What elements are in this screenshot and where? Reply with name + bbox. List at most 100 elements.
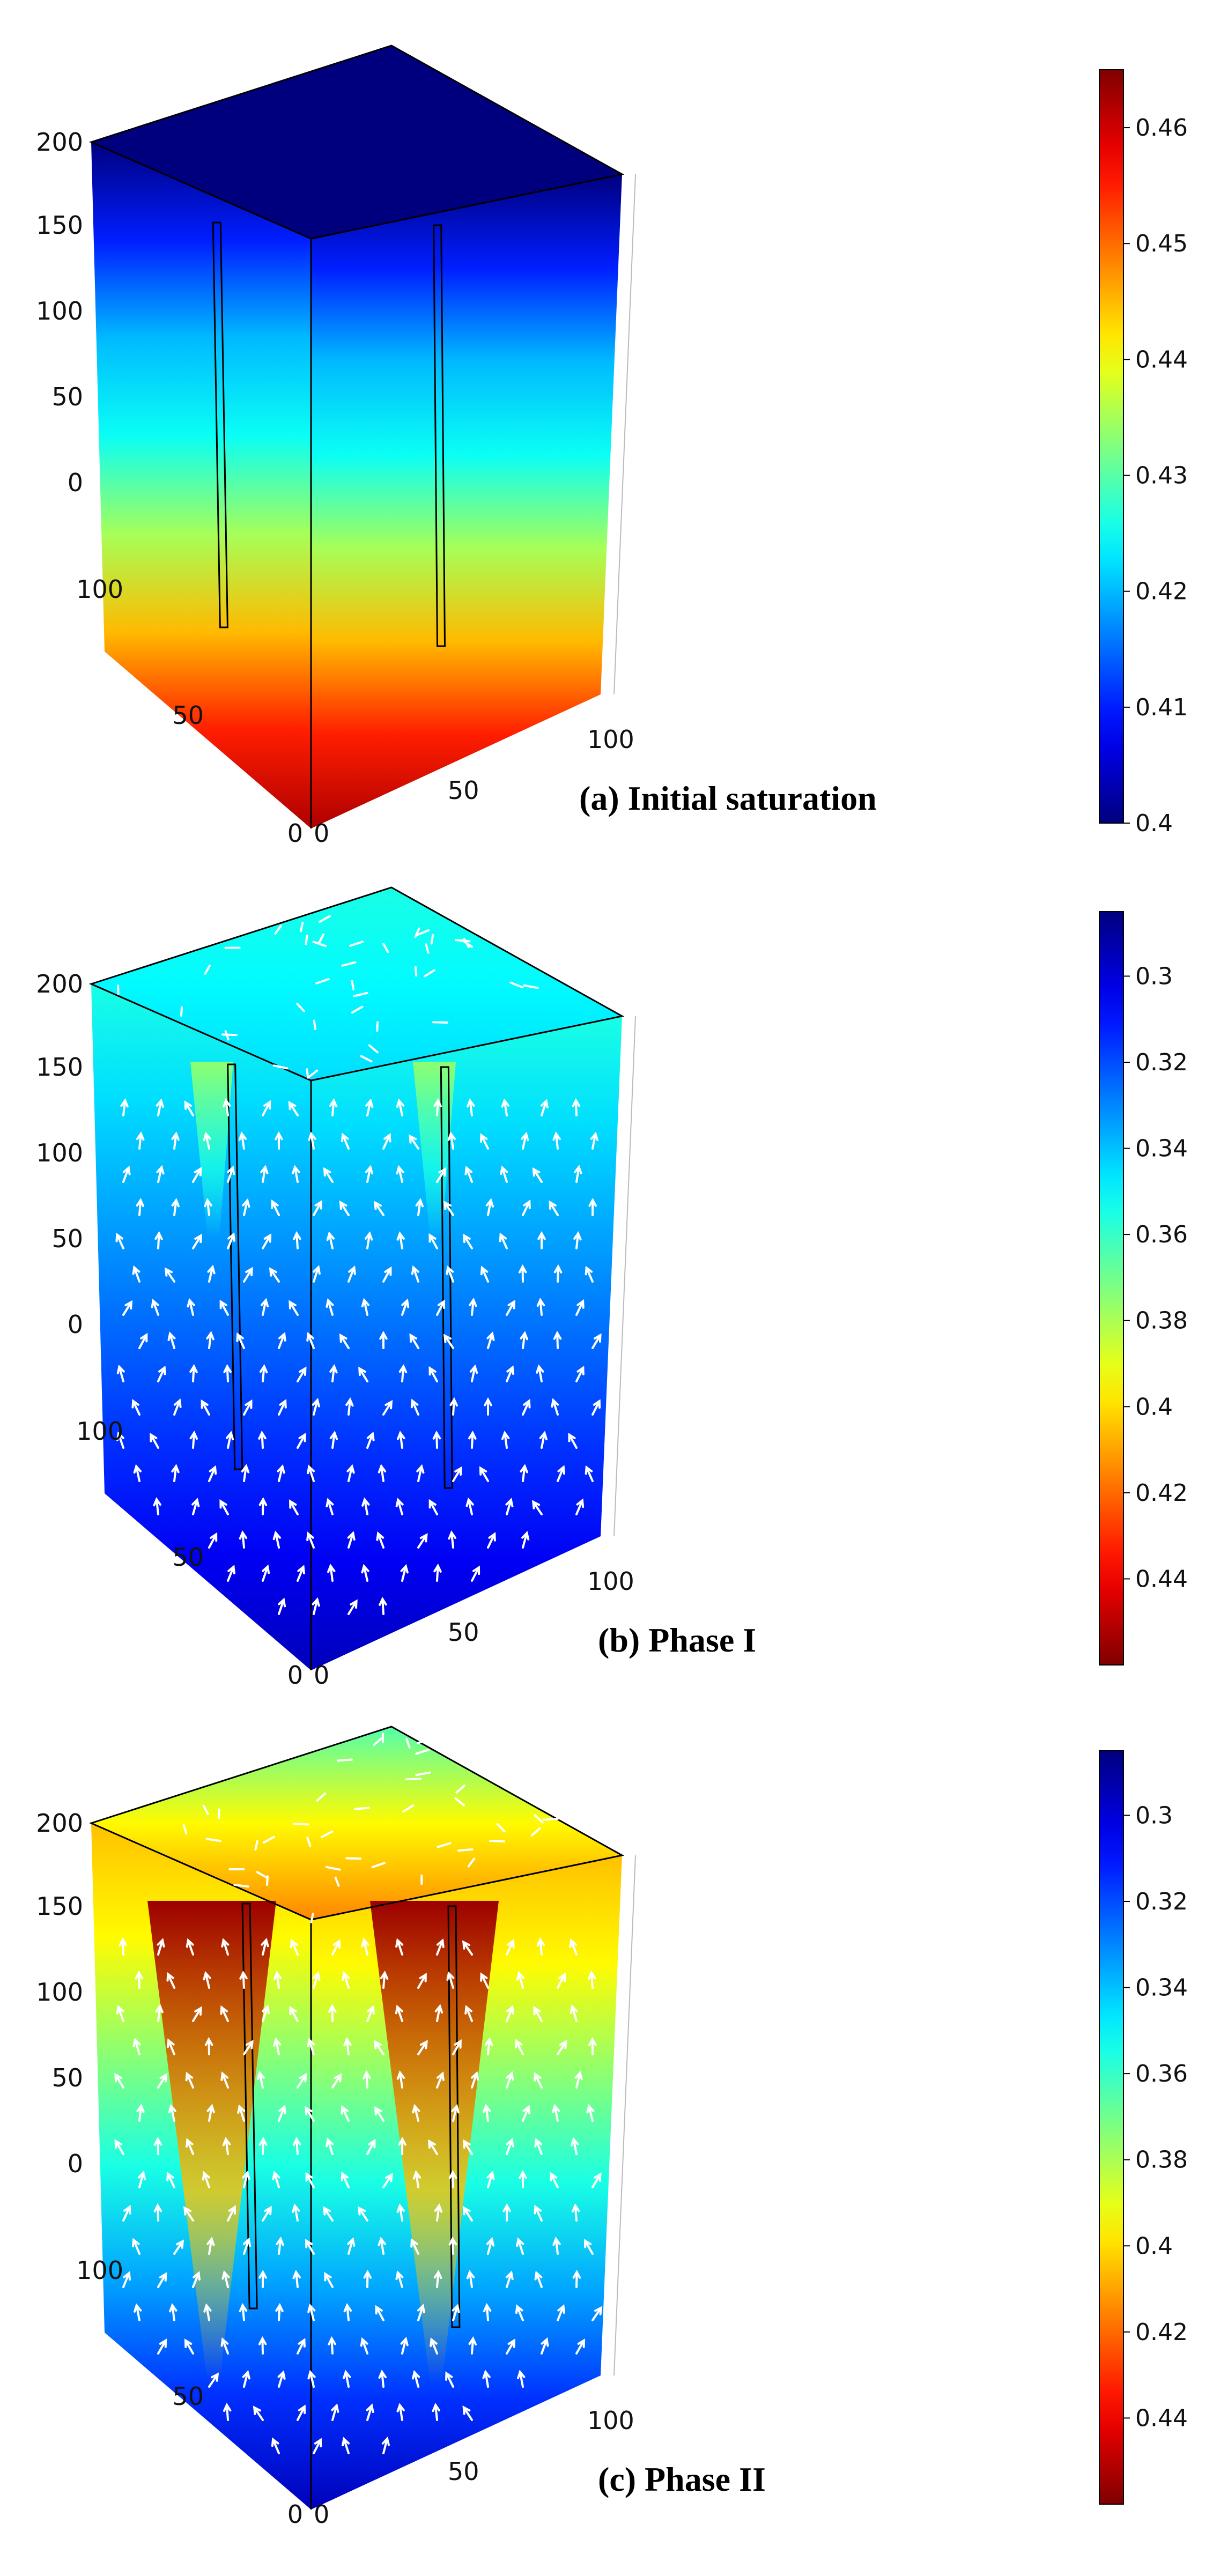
velocity-arrowhead bbox=[203, 1131, 211, 1142]
velocity-arrowhead bbox=[484, 1397, 492, 1407]
velocity-arrow bbox=[243, 2238, 250, 2255]
velocity-arrow bbox=[374, 2040, 385, 2055]
velocity-arrowhead bbox=[124, 1300, 133, 1310]
velocity-arrowhead bbox=[569, 1938, 578, 1948]
velocity-arrowhead bbox=[153, 2203, 162, 2212]
velocity-arrow bbox=[539, 1938, 543, 1956]
velocity-arrowhead bbox=[583, 2239, 592, 2248]
velocity-arrowhead bbox=[464, 2005, 472, 2015]
velocity-arrowhead bbox=[576, 1299, 585, 1309]
velocity-arrowhead bbox=[541, 2337, 549, 2347]
velocity-arrowhead bbox=[396, 2070, 405, 2080]
velocity-arrowhead bbox=[347, 1531, 356, 1541]
velocity-arrow bbox=[288, 1101, 299, 1116]
velocity-arrow bbox=[411, 1400, 419, 1416]
velocity-arrow bbox=[323, 2207, 334, 2222]
velocity-arrowhead bbox=[183, 2206, 192, 2216]
velocity-arrowhead bbox=[375, 2305, 383, 2315]
velocity-arrowhead bbox=[454, 2039, 462, 2049]
velocity-arrowhead bbox=[482, 2370, 491, 2379]
box-face-right bbox=[311, 1016, 622, 1670]
velocity-arrow bbox=[522, 1332, 526, 1349]
velocity-arrowhead bbox=[395, 2270, 404, 2280]
velocity-arrow bbox=[331, 1099, 335, 1116]
velocity-arrowhead bbox=[306, 1332, 314, 1342]
velocity-arrow bbox=[327, 1499, 334, 1515]
velocity-arrowhead bbox=[260, 1165, 269, 1174]
velocity-arrowhead bbox=[590, 1131, 599, 1141]
velocity-arrow bbox=[487, 2172, 494, 2188]
velocity-arrow bbox=[471, 2337, 475, 2355]
colorbar: 0.46 0.45 0.44 0.43 0.42 0.41 0.4 bbox=[1099, 69, 1188, 837]
velocity-arrow bbox=[443, 1334, 454, 1349]
colorbar: 0.44 0.42 0.4 0.38 0.36 0.34 0.32 0.3 bbox=[1099, 911, 1188, 1665]
velocity-arrowhead bbox=[485, 2037, 493, 2047]
velocity-arrowhead bbox=[277, 1464, 285, 1474]
velocity-arrowhead bbox=[171, 1464, 180, 1474]
velocity-arrow bbox=[275, 1531, 280, 1549]
velocity-arrowhead bbox=[361, 1497, 370, 1507]
velocity-arrowhead bbox=[588, 2037, 597, 2046]
velocity-arrow bbox=[434, 2404, 438, 2421]
velocity-arrow bbox=[382, 1134, 391, 1150]
velocity-arrow bbox=[278, 2105, 286, 2122]
velocity-arrow bbox=[309, 2304, 315, 2321]
velocity-arrow bbox=[479, 1467, 489, 1482]
velocity-arrowhead bbox=[396, 1231, 405, 1241]
velocity-arrowhead bbox=[506, 2071, 514, 2081]
velocity-arrow bbox=[557, 2305, 565, 2321]
x-tick-label: 50 bbox=[448, 1618, 479, 1647]
velocity-arrowhead bbox=[293, 1231, 301, 1240]
velocity-arrowhead bbox=[209, 1465, 217, 1475]
velocity-arrow bbox=[436, 1300, 445, 1316]
velocity-arrowhead bbox=[376, 1531, 385, 1541]
velocity-arrowhead bbox=[415, 1198, 424, 1208]
velocity-arrow bbox=[118, 1366, 124, 1382]
velocity-arrow bbox=[305, 2107, 315, 2122]
velocity-arrow bbox=[295, 2271, 299, 2288]
velocity-arrow bbox=[227, 1432, 232, 1449]
velocity-arrowhead bbox=[312, 1971, 321, 1981]
velocity-arrow bbox=[347, 1266, 356, 1283]
velocity-arrow bbox=[363, 1565, 368, 1582]
velocity-arrow bbox=[343, 2438, 350, 2454]
velocity-arrow bbox=[274, 924, 282, 935]
velocity-arrow bbox=[368, 1044, 379, 1054]
velocity-arrow bbox=[324, 2272, 334, 2288]
velocity-arrowhead bbox=[551, 1398, 559, 1408]
velocity-arrow bbox=[506, 2005, 514, 2022]
velocity-arrowhead bbox=[193, 2271, 201, 2281]
velocity-arrowhead bbox=[378, 1464, 387, 1474]
velocity-arrow bbox=[591, 2173, 602, 2188]
velocity-arrow bbox=[480, 1267, 489, 1283]
velocity-arrow bbox=[202, 1804, 209, 1815]
velocity-arrowhead bbox=[400, 1564, 409, 1574]
velocity-arrow bbox=[588, 2105, 594, 2122]
velocity-arrow bbox=[167, 1973, 175, 1989]
velocity-arrow bbox=[347, 1532, 354, 1549]
velocity-arrow bbox=[225, 2404, 229, 2421]
velocity-arrowhead bbox=[594, 2306, 603, 2315]
velocity-arrow bbox=[346, 2304, 350, 2321]
x-tick-label: 100 bbox=[587, 725, 634, 754]
velocity-arrow bbox=[208, 1466, 217, 1482]
velocity-arrow bbox=[471, 1566, 480, 1582]
velocity-arrow bbox=[343, 1972, 350, 1989]
x-tick-label: 0 bbox=[314, 819, 329, 848]
velocity-arrow bbox=[305, 2239, 315, 2255]
velocity-arrowhead bbox=[290, 1938, 298, 1949]
velocity-arrowhead bbox=[221, 2270, 230, 2280]
velocity-arrowhead bbox=[245, 1399, 253, 1409]
velocity-arrowhead bbox=[239, 1970, 248, 1980]
velocity-arrowhead bbox=[483, 2303, 492, 2313]
velocity-arrow bbox=[296, 1003, 306, 1012]
velocity-arrowhead bbox=[220, 2005, 228, 2015]
velocity-arrow bbox=[219, 1300, 229, 1316]
velocity-arrow bbox=[325, 1866, 341, 1871]
velocity-arrow bbox=[188, 1299, 194, 1316]
velocity-arrow bbox=[184, 1101, 194, 1116]
velocity-arrowhead bbox=[220, 2337, 229, 2347]
velocity-arrow bbox=[233, 1883, 249, 1888]
velocity-arrow bbox=[323, 1168, 334, 1183]
velocity-arrowhead bbox=[385, 1400, 393, 1410]
